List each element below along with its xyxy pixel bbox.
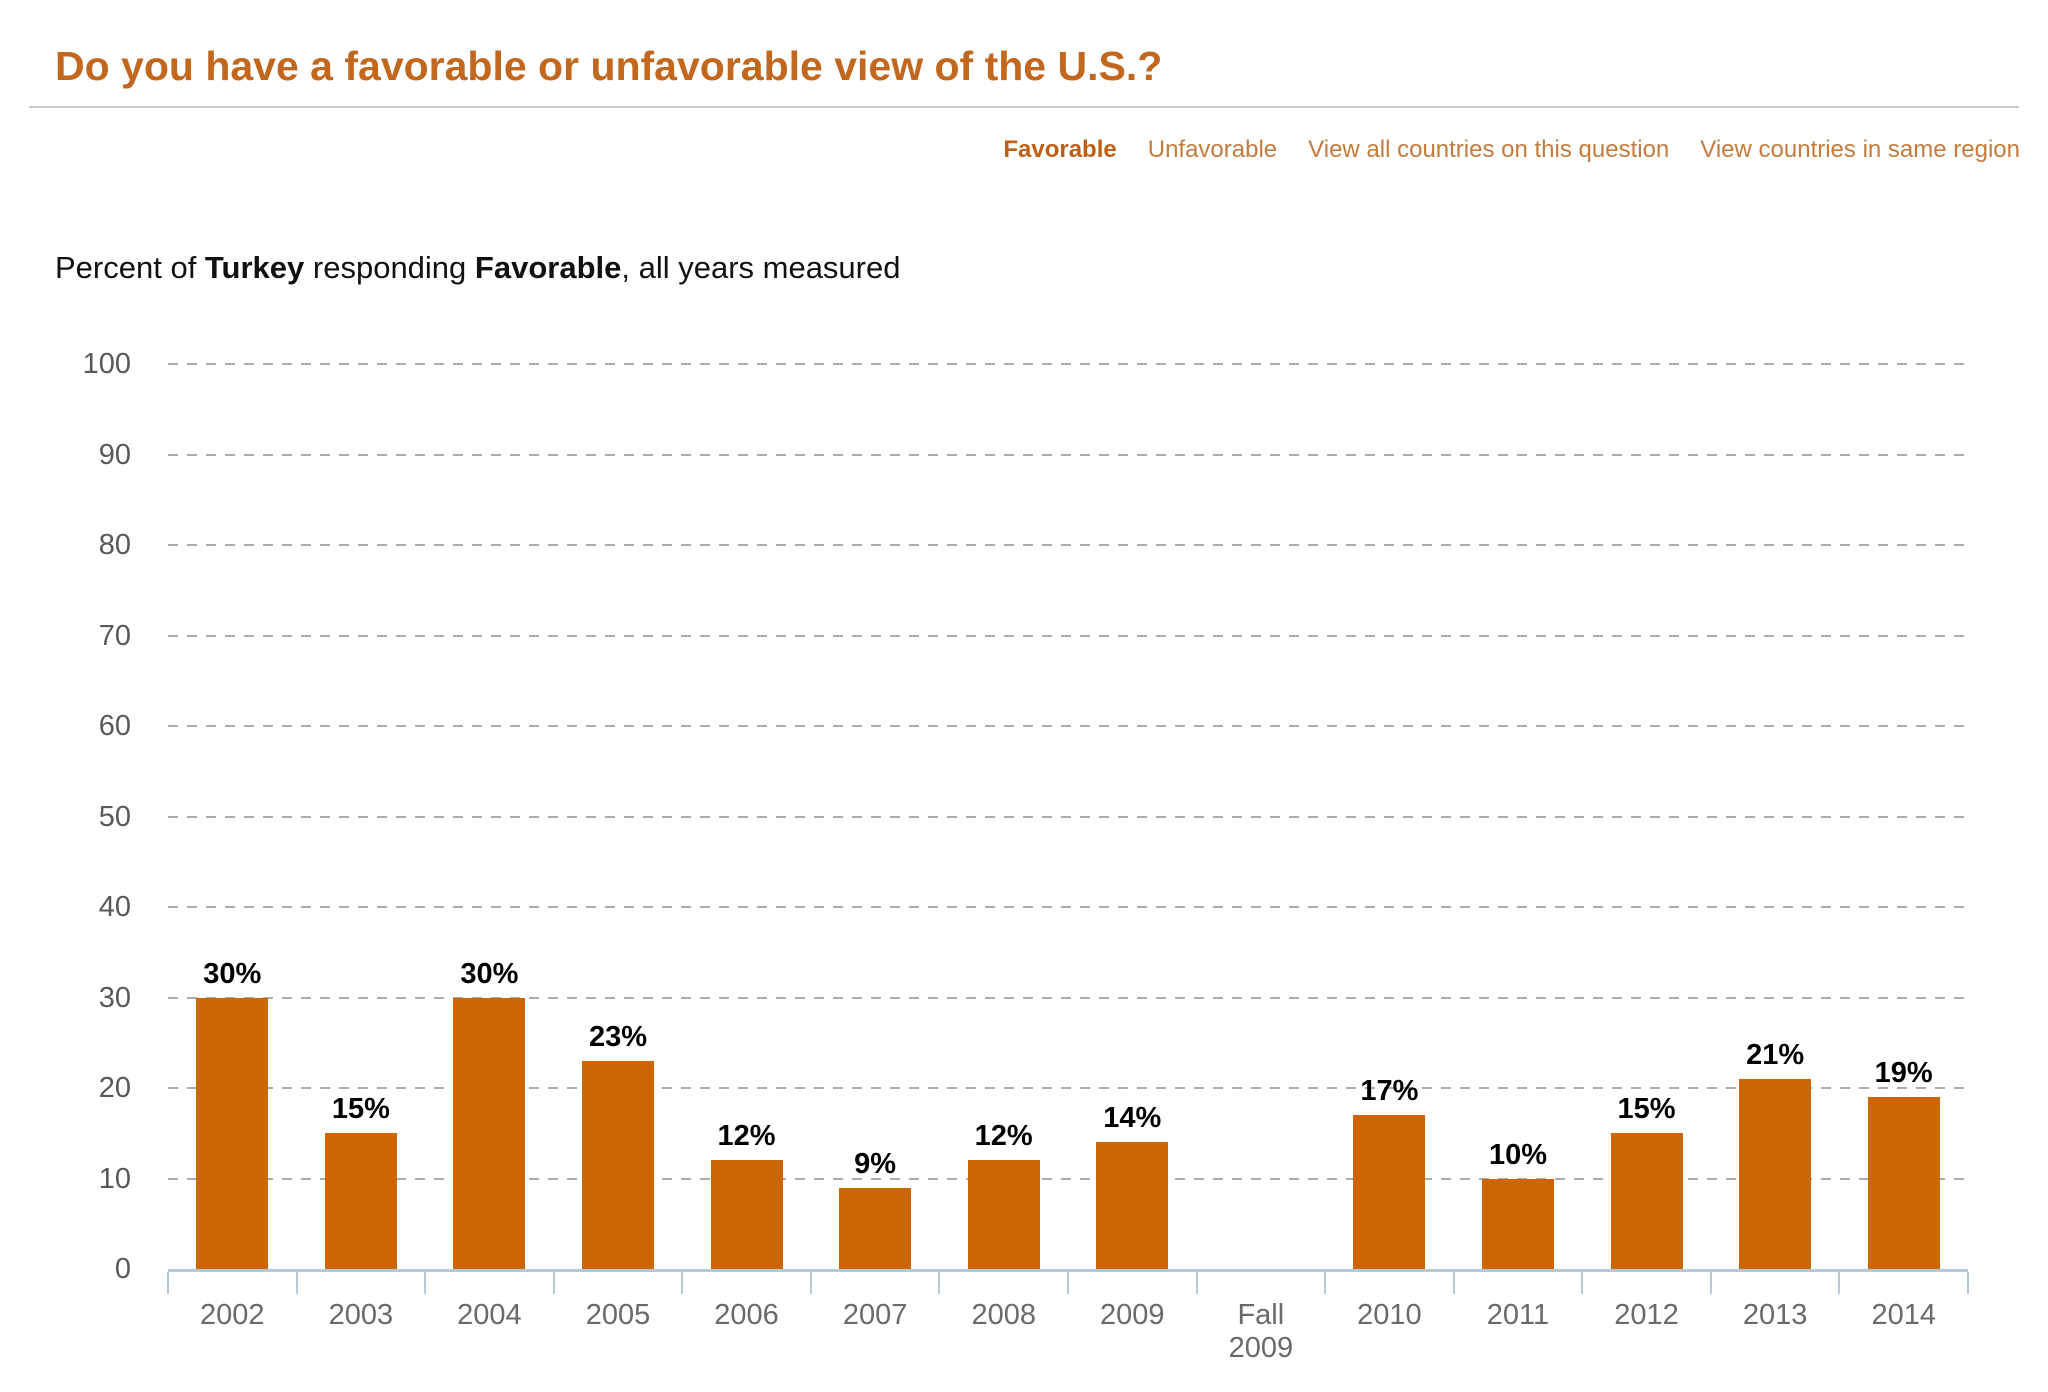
- bar-value-label-2012: 15%: [1617, 1093, 1676, 1126]
- x-axis-label-2010: 2010: [1357, 1299, 1422, 1331]
- bar-value-label-2010: 17%: [1360, 1075, 1419, 1108]
- subtitle-emphasis: Favorable: [474, 250, 622, 285]
- x-axis-tick-6: [938, 1272, 940, 1294]
- x-axis-label-2009: 2009: [1100, 1299, 1165, 1331]
- x-axis-tick-4: [681, 1272, 683, 1294]
- y-axis-label-20: 20: [98, 1072, 131, 1104]
- x-axis-label-2002: 2002: [200, 1299, 265, 1331]
- gridline-60: [168, 725, 1968, 727]
- nav-link-unfavorable[interactable]: Unfavorable: [1147, 136, 1278, 163]
- chart-nav: Favorable Unfavorable View all countries o…: [1003, 136, 2020, 164]
- x-axis-tick-9: [1324, 1272, 1326, 1294]
- nav-link-view-same-region[interactable]: View countries in same region: [1700, 136, 2020, 163]
- chart-subtitle: Percent of Turkey responding Favorable, …: [55, 250, 900, 286]
- bar-value-label-2009: 14%: [1103, 1102, 1162, 1135]
- y-axis-label-50: 50: [98, 800, 131, 833]
- bar-value-label-2004: 30%: [460, 957, 519, 990]
- page-title: Do you have a favorable or unfavorable v…: [55, 43, 1163, 90]
- title-divider: [29, 106, 2019, 108]
- bar-value-label-2013: 21%: [1746, 1038, 1805, 1071]
- y-axis-label-30: 30: [98, 981, 131, 1014]
- bar-2011: [1482, 1178, 1554, 1269]
- x-axis-tick-11: [1581, 1272, 1583, 1294]
- x-axis-tick-3: [553, 1272, 555, 1294]
- bar-2013: [1739, 1078, 1812, 1269]
- bar-2007: [839, 1187, 912, 1269]
- bar-2005: [582, 1060, 654, 1269]
- x-axis-tick-2: [424, 1272, 426, 1294]
- y-axis-label-10: 10: [98, 1162, 131, 1195]
- bar-value-label-2002: 30%: [203, 957, 262, 990]
- bar-2010: [1353, 1115, 1426, 1269]
- x-axis-tick-7: [1067, 1272, 1069, 1294]
- gridline-10: [168, 1177, 1968, 1180]
- bar-2014: [1867, 1097, 1940, 1269]
- gridline-40: [168, 906, 1968, 908]
- bar-value-label-2007: 9%: [854, 1147, 897, 1180]
- bar-2006: [710, 1160, 783, 1269]
- y-axis-label-80: 80: [98, 529, 131, 561]
- x-axis-label-2013: 2013: [1742, 1299, 1808, 1331]
- y-axis-label-70: 70: [98, 619, 131, 652]
- subtitle-text: Percent of: [55, 250, 205, 285]
- x-axis-tick-0: [167, 1272, 169, 1294]
- gridline-80: [168, 544, 1968, 546]
- y-axis-label-0: 0: [114, 1253, 131, 1285]
- bar-chart-plot-area: 0 10 20 30 40 50 60 70 80 90 100 30% 2002 15% 2003 30% 2…: [83, 348, 1969, 1364]
- x-axis-tick-12: [1710, 1272, 1712, 1294]
- x-axis-tick-1: [296, 1272, 298, 1294]
- bar-2012: [1610, 1133, 1683, 1269]
- x-axis-label-2012: 2012: [1614, 1299, 1679, 1331]
- x-axis-tick-13: [1838, 1272, 1840, 1294]
- gridline-90: [168, 453, 1968, 456]
- x-axis-tick-8: [1196, 1272, 1198, 1294]
- nav-link-favorable[interactable]: Favorable: [1003, 136, 1117, 163]
- x-axis-line: [168, 1269, 1968, 1272]
- subtitle-emphasis: Turkey: [204, 250, 305, 285]
- bar-value-label-2014: 19%: [1874, 1057, 1933, 1090]
- x-axis-label-2011: 2011: [1486, 1299, 1550, 1331]
- x-axis-label-fall-2009: Fall 2009: [1228, 1299, 1294, 1364]
- bar-2002: [196, 997, 269, 1269]
- subtitle-text: responding: [304, 250, 475, 285]
- bar-value-label-2006: 12%: [717, 1120, 776, 1153]
- x-axis-tick-14: [1967, 1272, 1969, 1294]
- bar-value-label-2008: 12%: [974, 1120, 1033, 1153]
- nav-link-view-all-countries[interactable]: View all countries on this question: [1308, 136, 1670, 163]
- x-axis-tick-10: [1453, 1272, 1455, 1294]
- x-axis-tick-5: [810, 1272, 812, 1294]
- y-axis-label-90: 90: [98, 438, 131, 471]
- x-axis-label-2003: 2003: [328, 1299, 394, 1331]
- gridline-100: [168, 363, 1968, 365]
- x-axis-label-2006: 2006: [714, 1299, 779, 1331]
- bar-value-label-2005: 23%: [588, 1020, 647, 1053]
- y-axis-label-40: 40: [98, 891, 131, 923]
- x-axis-label-2004: 2004: [457, 1299, 522, 1331]
- x-axis-label-2007: 2007: [842, 1299, 908, 1331]
- bar-value-label-2003: 15%: [331, 1093, 390, 1126]
- gridline-30: [168, 996, 1968, 999]
- gridline-50: [168, 815, 1968, 818]
- y-axis-label-100: 100: [82, 348, 131, 380]
- gridline-20: [168, 1087, 1968, 1089]
- bar-2008: [967, 1160, 1040, 1269]
- x-axis-label-2008: 2008: [971, 1299, 1036, 1331]
- x-axis-label-2005: 2005: [585, 1299, 651, 1331]
- y-axis-label-60: 60: [98, 710, 131, 742]
- bar-2003: [324, 1133, 397, 1269]
- bar-2009: [1096, 1142, 1169, 1269]
- bar-value-label-2011: 10%: [1488, 1138, 1547, 1171]
- gridline-70: [168, 634, 1968, 637]
- bar-2004: [453, 997, 526, 1269]
- x-axis-label-2014: 2014: [1871, 1299, 1936, 1331]
- subtitle-text: , all years measured: [621, 250, 901, 285]
